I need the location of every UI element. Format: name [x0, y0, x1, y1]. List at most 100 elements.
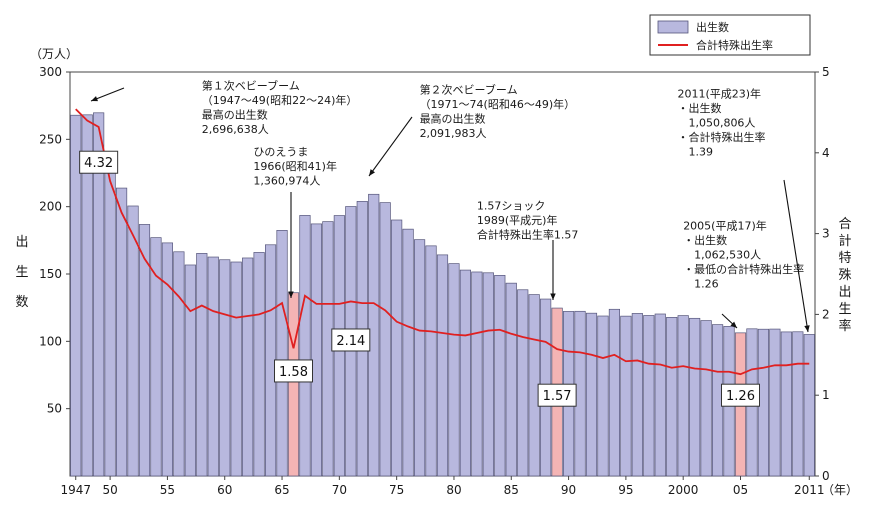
annotation-y2011: 2011(平成23)年・出生数 1,050,806人・合計特殊出生率 1.39 — [677, 87, 765, 159]
bar-1998 — [654, 313, 666, 477]
left-tick-label: 200 — [39, 200, 62, 214]
bar-1999 — [666, 317, 678, 477]
left-tick-label: 100 — [39, 334, 62, 348]
annotation-line: 第１次ベビーブーム — [202, 79, 300, 93]
bar-1950 — [104, 160, 116, 477]
left-axis-title-char: 出 — [15, 235, 28, 250]
value-box-frame — [537, 383, 577, 407]
left-axis-title-char: 生 — [15, 265, 28, 280]
bar-1959 — [207, 256, 219, 477]
x-tick-label: 65 — [274, 483, 289, 497]
bar-1979 — [436, 254, 449, 477]
annotation-line: 2,696,638人 — [202, 123, 269, 136]
annotation-line: 合計特殊出生率1.57 — [477, 227, 579, 241]
bar-2010 — [792, 331, 804, 477]
x-tick-label: 85 — [504, 483, 519, 497]
annotation-line: （1971～74(昭和46～49)年） — [420, 97, 576, 111]
bar-1967 — [299, 215, 311, 477]
right-axis-title-char: 合 — [838, 217, 851, 232]
value-box-1949: 4.32 — [79, 150, 119, 174]
right-tick-label: 2 — [822, 307, 830, 321]
x-tick-label: 05 — [733, 483, 748, 497]
bar-1949 — [93, 112, 105, 477]
bar-2008 — [769, 328, 781, 477]
bar-1968 — [310, 223, 323, 477]
annotations: 第１次ベビーブーム（1947～49(昭和22～24)年）最高の出生数2,696,… — [90, 79, 810, 333]
x-tick-label: 80 — [446, 483, 461, 497]
annotation-line: 1,360,974人 — [253, 174, 320, 187]
bar-2011 — [803, 334, 815, 477]
annotation-line: 第２次ベビーブーム — [420, 83, 518, 97]
annotation-line: 2011(平成23)年 — [677, 87, 761, 101]
left-unit: （万人） — [30, 47, 78, 61]
right-axis-title-char: 計 — [838, 233, 851, 249]
arrow-boom2 — [368, 116, 413, 177]
x-tick-label: 1947 — [60, 483, 91, 497]
right-axis-title-char: 出 — [838, 285, 851, 300]
bar-1985 — [505, 282, 517, 477]
right-axis-title-char: 特 — [838, 251, 851, 266]
bar-1948 — [81, 114, 93, 477]
right-axis-title-char: 殊 — [838, 268, 851, 283]
value-box-frame — [331, 328, 371, 352]
left-tick-label: 50 — [47, 402, 62, 416]
arrow-2005 — [721, 313, 738, 329]
right-tick-label: 0 — [822, 469, 830, 483]
left-tick-label: 250 — [39, 132, 62, 146]
arrow-boom1 — [90, 87, 125, 102]
right-tick-label: 4 — [822, 146, 830, 160]
annotation-line: 1,062,530人 — [683, 249, 761, 262]
value-box-1971: 2.14 — [331, 328, 371, 352]
bar-1994 — [608, 308, 621, 477]
axes: 50 100 150 200 250 300 0 1 2 3 4 5 1947 50 55 60 65 70 75 8… — [15, 47, 858, 497]
right-axis-title-char: 率 — [838, 318, 851, 334]
annotation-y2005: 2005(平成17)年・出生数 1,062,530人・最低の合計特殊出生率 1.… — [683, 219, 804, 291]
annotation-boom2: 第２次ベビーブーム（1971～74(昭和46～49)年）最高の出生数2,091,… — [420, 83, 576, 140]
bar-1993 — [597, 315, 609, 477]
bar-1966 — [287, 292, 300, 477]
arrow-2011 — [783, 179, 810, 333]
x-tick-label: 2000 — [668, 483, 699, 497]
bar-1982 — [471, 271, 483, 477]
bar-1977 — [414, 239, 426, 477]
arrow-hinoeuma — [288, 192, 294, 298]
value-box-label: 1.58 — [279, 365, 308, 380]
bar-1974 — [379, 202, 391, 477]
x-tick-label: 70 — [332, 483, 347, 497]
bar-2009 — [780, 331, 792, 477]
annotation-line: 2,091,983人 — [420, 127, 487, 140]
tfr-polyline — [75, 108, 810, 376]
annotation-line: 1966(昭和41)年 — [253, 159, 337, 173]
annotation-line: 最高の出生数 — [202, 108, 268, 122]
annotation-line: 1,050,806人 — [677, 117, 755, 130]
bar-1975 — [391, 219, 403, 477]
bar-1978 — [425, 245, 437, 477]
annotation-line: ・合計特殊出生率 — [677, 130, 765, 144]
bar-1981 — [459, 269, 472, 477]
bar-1995 — [620, 315, 632, 477]
annotation-line: ・最低の合計特殊出生率 — [683, 262, 804, 276]
bar-1956 — [173, 251, 185, 477]
left-tick-label: 300 — [39, 65, 62, 79]
left-axis-title-char: 数 — [15, 295, 28, 310]
x-tick-label: 2011 — [794, 483, 825, 497]
right-tick-label: 5 — [822, 65, 830, 79]
right-axis-title-char: 生 — [838, 302, 851, 317]
annotation-line: 最高の出生数 — [420, 112, 486, 126]
bar-1960 — [219, 259, 231, 477]
x-unit: （年） — [822, 483, 858, 497]
value-box-label: 1.57 — [543, 389, 572, 404]
bar-1963 — [253, 252, 265, 477]
bar-1986 — [517, 289, 529, 477]
value-box-frame — [274, 359, 313, 383]
bar-1957 — [184, 264, 196, 477]
annotation-line: （1947～49(昭和22～24)年） — [202, 93, 358, 107]
bar-2002 — [700, 320, 712, 477]
bar-1958 — [196, 253, 208, 477]
arrow-157 — [550, 240, 556, 300]
bar-1955 — [161, 242, 174, 477]
x-tick-label: 95 — [618, 483, 633, 497]
